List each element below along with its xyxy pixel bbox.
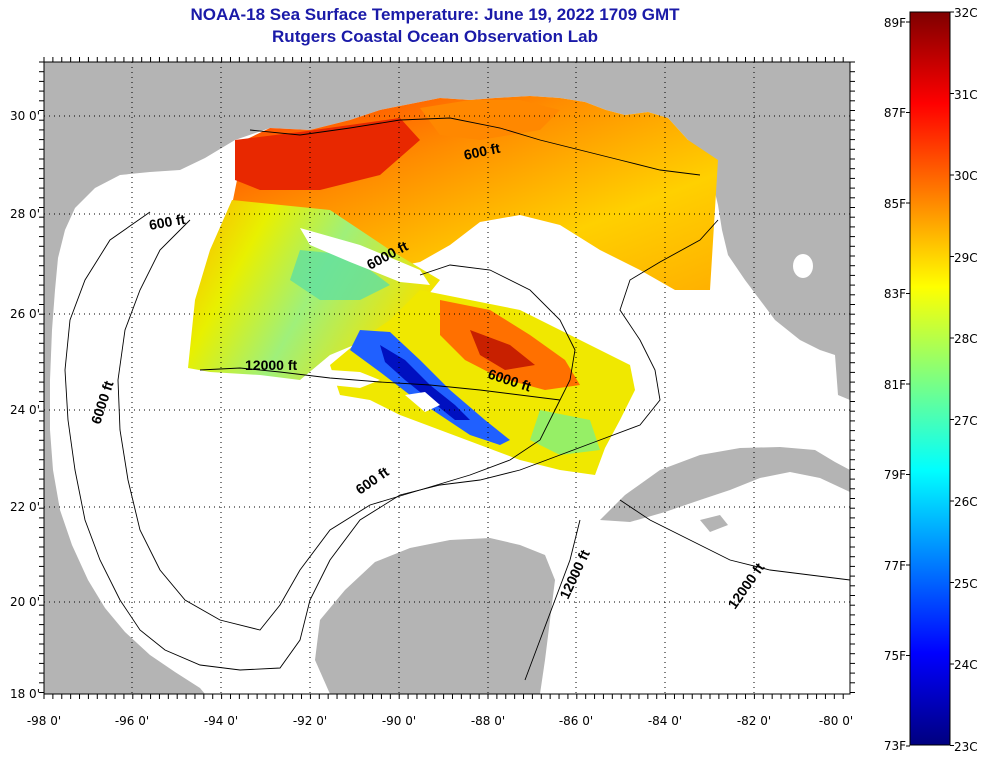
f-label-73: 73F [884,739,906,753]
c-label-25: 25C [954,577,978,591]
lon-label-96: -96 0' [115,714,149,728]
lon-label-92: -92 0' [293,714,327,728]
land-masses [44,62,850,694]
lon-label-94: -94 0' [204,714,238,728]
graticule [44,62,850,694]
lat-label-28: 28 0' [10,207,40,221]
colorbar-ramp [909,11,951,746]
contour-12000ft [199,367,561,401]
lon-label-86: -86 0' [559,714,593,728]
lon-label-84: -84 0' [648,714,682,728]
map-border [43,61,851,695]
land-north-america [44,62,850,694]
c-label-26: 26C [954,495,978,509]
land-yucatan [315,538,555,694]
colorbar-celsius-labels: 32C 31C 30C 29C 28C 27C 26C 25C 24C 23C [954,6,978,754]
c-label-30: 30C [954,169,978,183]
bathymetry-contours [64,117,851,681]
lon-label-88: -88 0' [471,714,505,728]
contour-label-600ft-2: 600 ft [462,140,501,163]
land-cuba [600,447,850,522]
longitude-labels: -98 0' -96 0' -94 0' -92 0' -90 0' -88 0… [27,714,853,728]
c-label-23: 23C [954,740,978,754]
c-label-29: 29C [954,251,978,265]
f-label-87: 87F [884,106,906,120]
lon-label-90: -90 0' [382,714,416,728]
c-label-31: 31C [954,88,978,102]
f-label-79: 79F [884,468,906,482]
contour-label-12000ft-1: 12000 ft [245,357,297,373]
f-label-81: 81F [884,378,906,392]
map-subtitle: Rutgers Coastal Ocean Observation Lab [272,27,598,46]
lat-label-18: 18 0' [10,687,40,701]
f-label-75: 75F [884,649,906,663]
axis-ticks [39,57,855,699]
lat-label-24: 24 0' [10,403,40,417]
map-title: NOAA-18 Sea Surface Temperature: June 19… [190,5,680,24]
lat-label-26: 26 0' [10,307,40,321]
colorbar-fahrenheit-labels: 89F 87F 85F 83F 81F 79F 77F 75F 73F [884,16,906,753]
colorbar: 89F 87F 85F 83F 81F 79F 77F 75F 73F 32C … [884,6,978,754]
contour-label-600ft-1: 600 ft [148,211,187,233]
f-label-83: 83F [884,287,906,301]
latitude-labels: 30 0' 28 0' 26 0' 24 0' 22 0' 20 0' 18 0… [10,109,40,701]
lat-label-20: 20 0' [10,595,40,609]
lat-label-30: 30 0' [10,109,40,123]
lon-label-80: -80 0' [819,714,853,728]
sst-swath [188,96,718,475]
c-label-32: 32C [954,6,978,20]
lon-label-98: -98 0' [27,714,61,728]
f-label-77: 77F [884,559,906,573]
c-label-24: 24C [954,658,978,672]
colorbar-ticks [906,11,954,747]
f-label-89: 89F [884,16,906,30]
lon-label-82: -82 0' [737,714,771,728]
contour-600ft [64,211,719,671]
c-label-28: 28C [954,332,978,346]
c-label-27: 27C [954,414,978,428]
contour-6000ft [117,219,576,631]
f-label-85: 85F [884,197,906,211]
lat-label-22: 22 0' [10,500,40,514]
sst-map: 600 ft 600 ft 600 ft 6000 ft 6000 ft 600… [10,57,855,728]
